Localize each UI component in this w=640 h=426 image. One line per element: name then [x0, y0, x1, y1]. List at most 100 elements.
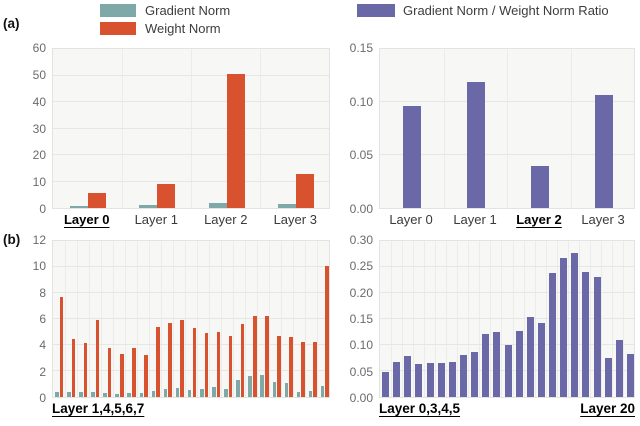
bar	[67, 392, 71, 397]
grid-line-vertical	[479, 241, 481, 397]
bar	[549, 273, 557, 397]
x-annotation-left: Layer 0,3,4,5	[379, 401, 461, 416]
bar	[531, 165, 549, 208]
bar	[54, 391, 59, 397]
bar	[69, 206, 88, 208]
grid-line-horizontal	[53, 266, 329, 267]
x-category-label: Layer 3	[273, 212, 317, 227]
grid-line-vertical	[122, 49, 123, 208]
grid-line-horizontal	[53, 292, 329, 293]
panel-label-a: (a)	[3, 16, 20, 31]
grid-line-horizontal	[380, 318, 634, 319]
bar	[325, 265, 330, 397]
y-tick-label: 0.10	[349, 338, 373, 353]
x-category-label: Layer 0	[389, 212, 433, 227]
y-tick-label: 0.05	[349, 148, 373, 163]
bar	[265, 316, 269, 397]
bar	[127, 393, 132, 397]
grid-line-vertical	[197, 241, 198, 397]
legend-swatch-ratio	[357, 4, 395, 17]
bar	[144, 354, 148, 397]
y-tick-label: 10	[32, 259, 46, 274]
grid-line-vertical	[457, 241, 459, 397]
y-tick-label: 12	[32, 233, 46, 247]
bar	[615, 339, 623, 397]
bar	[448, 362, 456, 397]
chart-top-right-ratio	[379, 48, 635, 209]
bar	[403, 106, 421, 208]
grid-line-horizontal	[380, 344, 634, 345]
y-tick-label: 0.30	[349, 233, 373, 247]
y-tick-label: 0	[39, 202, 46, 216]
bar	[284, 383, 289, 397]
bar	[226, 74, 245, 208]
grid-line-vertical	[113, 241, 114, 397]
grid-line-vertical	[281, 241, 282, 397]
chart-bottom-right-ratio	[379, 240, 635, 398]
bar	[471, 351, 479, 397]
grid-line-vertical	[545, 241, 547, 397]
grid-line-vertical	[209, 241, 210, 397]
grid-line-vertical	[304, 241, 306, 397]
bar	[83, 343, 88, 397]
bar	[236, 380, 240, 397]
grid-line-vertical	[600, 241, 602, 397]
bar	[204, 333, 209, 397]
bar	[208, 202, 227, 208]
grid-line-vertical	[77, 241, 78, 397]
grid-line-vertical	[161, 241, 162, 397]
grid-line-vertical	[622, 241, 624, 397]
bar	[272, 382, 277, 397]
bar	[382, 371, 390, 397]
grid-line-vertical	[523, 241, 525, 397]
bar	[132, 347, 136, 397]
bar	[493, 332, 501, 397]
bar	[192, 328, 197, 397]
grid-line-vertical	[589, 241, 591, 397]
legend-label-weight-norm: Weight Norm	[145, 21, 221, 36]
bar	[289, 336, 293, 397]
bar	[320, 385, 325, 397]
grid-line-vertical	[446, 241, 448, 397]
bar	[595, 94, 613, 208]
grid-line-vertical	[269, 241, 270, 397]
bar	[604, 358, 612, 397]
grid-line-vertical	[567, 241, 569, 397]
grid-line-vertical	[173, 241, 174, 397]
y-tick-label: 6	[39, 312, 46, 326]
grid-line-vertical	[185, 241, 186, 397]
bar	[212, 387, 216, 397]
bar	[79, 392, 83, 397]
bar	[277, 335, 281, 397]
bar	[301, 341, 305, 397]
y-tick-label: 0.15	[349, 312, 373, 326]
bar	[260, 374, 264, 397]
bar	[404, 356, 412, 397]
grid-line-vertical	[125, 241, 126, 397]
x-axis-labels: Layer 0 Layer 1 Layer 2 Layer 3	[379, 212, 635, 227]
y-tick-label: 0	[39, 391, 46, 405]
grid-line-horizontal	[53, 154, 329, 155]
y-tick-label: 0.20	[349, 285, 373, 300]
bar	[537, 323, 545, 397]
bar	[437, 362, 445, 397]
panel-label-b: (b)	[3, 232, 21, 247]
legend-swatch-gradient-norm	[100, 4, 136, 17]
x-annotation-left: Layer 1,4,5,6,7	[52, 401, 145, 416]
chart-bottom-left-norms	[52, 240, 330, 398]
grid-line-horizontal	[53, 180, 329, 182]
y-tick-label: 40	[32, 94, 46, 109]
x-category-label: Layer 3	[581, 212, 625, 227]
bar	[467, 81, 485, 208]
bar	[248, 375, 252, 397]
bar	[119, 354, 124, 397]
chart-top-left-norms	[52, 48, 330, 209]
bar	[168, 322, 172, 397]
grid-line-vertical	[413, 241, 415, 397]
y-tick-label: 8	[39, 285, 46, 300]
bar	[103, 393, 107, 397]
grid-line-vertical	[507, 49, 508, 208]
y-tick-label: 60	[32, 41, 46, 55]
y-tick-label: 0.25	[349, 259, 373, 274]
